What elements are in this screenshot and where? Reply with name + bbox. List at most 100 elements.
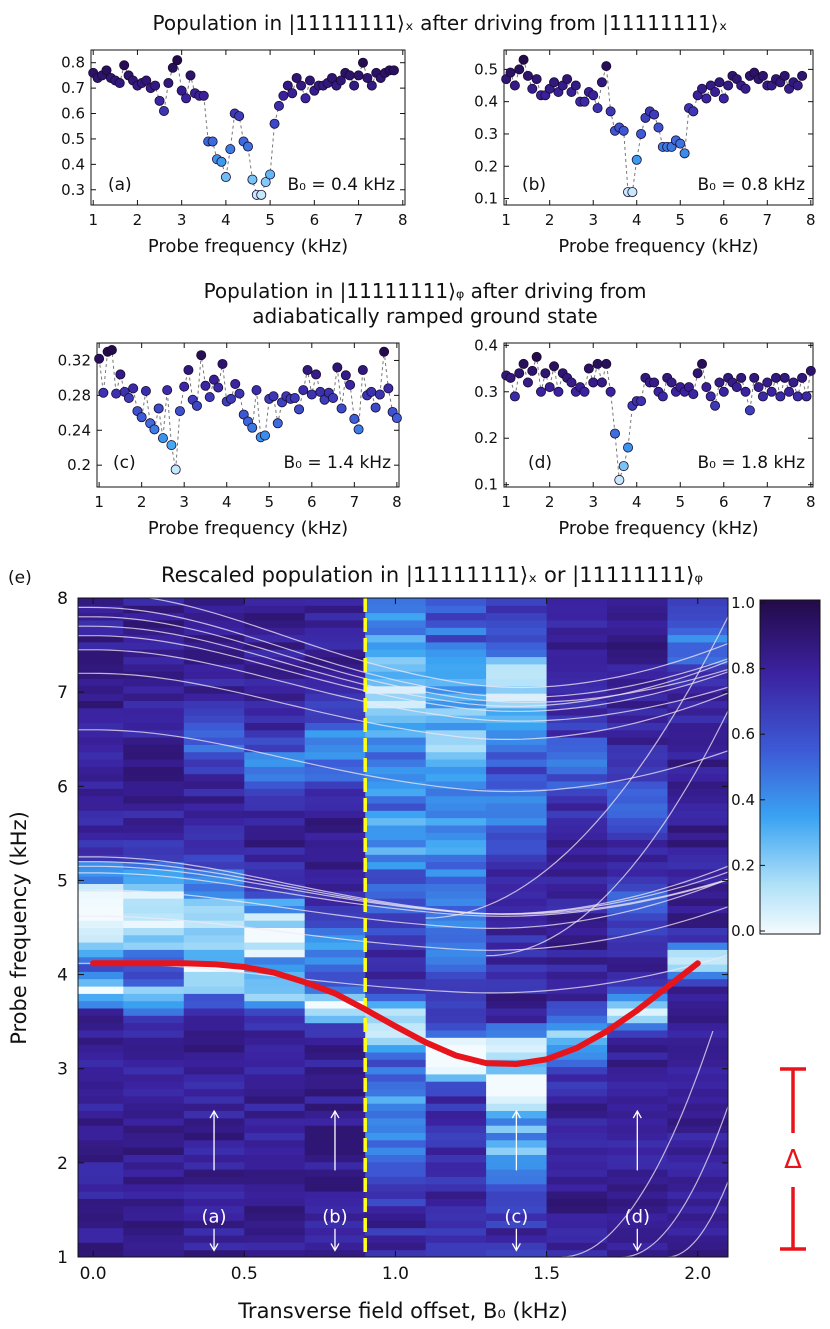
heatmap-cell <box>244 1227 306 1236</box>
data-point <box>801 391 812 402</box>
y-tick-label: 0.32 <box>58 351 91 369</box>
heatmap-cell <box>365 1015 427 1024</box>
data-point <box>788 377 799 388</box>
heatmap-cell <box>486 700 548 709</box>
heatmap-cell <box>183 1176 245 1185</box>
heatmap-cell <box>78 729 124 738</box>
heatmap-cell <box>486 671 548 679</box>
heatmap-cell <box>365 854 427 863</box>
heatmap-cell <box>546 861 608 870</box>
heatmap-cell <box>78 1066 124 1075</box>
heatmap-cell <box>183 737 245 745</box>
heatmap-cell <box>304 1022 366 1031</box>
heatmap-cell <box>546 773 608 782</box>
heatmap-cell <box>244 795 306 804</box>
heatmap-cell <box>365 1059 427 1068</box>
data-point <box>618 461 629 472</box>
heatmap-cell <box>425 1095 487 1104</box>
heatmap-cell <box>546 612 608 621</box>
heatmap-cell <box>304 627 366 636</box>
data-point <box>157 433 168 444</box>
heatmap-cell <box>304 1008 366 1016</box>
heatmap-cell <box>123 1015 185 1024</box>
heatmap-cell <box>78 707 124 716</box>
heatmap-cell <box>486 634 548 643</box>
heatmap-cell <box>78 1235 124 1243</box>
heatmap-cell <box>486 1220 548 1229</box>
heatmap-cell <box>183 905 245 914</box>
heatmap-cell <box>546 847 608 855</box>
heatmap-cell <box>78 1198 124 1207</box>
heatmap-cell <box>78 715 124 723</box>
heatmap-cell <box>546 825 608 833</box>
heatmap-cell <box>183 620 245 628</box>
heatmap-xlabel: Transverse field offset, B₀ (kHz) <box>237 1299 568 1323</box>
data-point <box>357 57 368 68</box>
heatmap-cell <box>546 1015 608 1024</box>
heatmap-cell <box>244 956 306 965</box>
heatmap-cell <box>78 1117 124 1126</box>
data-point <box>649 377 660 388</box>
guide-line <box>78 729 728 793</box>
heatmap-cell <box>425 905 487 914</box>
heatmap-cell <box>425 1205 487 1214</box>
heatmap-cell <box>183 744 245 753</box>
x-tick-label: 4 <box>222 493 232 511</box>
heatmap-cell <box>123 1154 185 1163</box>
heatmap-cell <box>183 612 245 621</box>
heatmap-cell <box>607 1088 669 1097</box>
heatmap-cell <box>183 678 245 687</box>
heatmap-cell <box>486 1030 548 1038</box>
heatmap-cell <box>546 1183 608 1192</box>
heatmap-cell <box>183 751 245 760</box>
heatmap-cell <box>304 883 366 892</box>
data-point <box>623 442 634 453</box>
heatmap-cell <box>304 788 366 797</box>
data-point <box>370 402 381 413</box>
heatmap-cell <box>667 905 728 914</box>
heatmap-cell <box>667 1066 728 1075</box>
marker-arrow-down-head <box>330 1243 340 1252</box>
heatmap-cell <box>486 934 548 943</box>
heatmap-cell <box>304 986 366 994</box>
heatmap-cell <box>123 634 185 643</box>
colorbar: 1.0 0.8 0.6 0.4 0.2 0.0 <box>731 594 821 940</box>
heatmap-cell <box>607 1198 669 1207</box>
data-point <box>792 80 803 91</box>
data-point <box>714 77 725 88</box>
heatmap-cell <box>183 766 245 775</box>
panel-a: 1 2 3 4 5 6 7 8 0.3 0.4 0.5 0.6 0.7 0.8 (a) B₀ = 0.4 kH… <box>61 49 408 257</box>
heatmap-cell <box>365 1000 427 1009</box>
heatmap-cell <box>607 678 669 687</box>
data-point <box>181 93 192 104</box>
y-tick-label: 6 <box>57 777 68 797</box>
heatmap-cell <box>425 1030 487 1038</box>
heatmap-cell <box>244 722 306 731</box>
heatmap-cell <box>244 803 306 811</box>
heatmap-cell <box>183 656 245 665</box>
heatmap-cell <box>667 978 728 987</box>
heatmap-cell <box>304 1213 366 1221</box>
heatmap-cell <box>123 883 185 892</box>
heatmap-cell <box>425 612 487 621</box>
heatmap-cell <box>365 847 427 855</box>
data-point <box>631 154 642 165</box>
heatmap-cell <box>183 722 245 731</box>
heatmap-cell <box>78 1154 124 1163</box>
data-point <box>282 80 293 91</box>
heatmap-cell <box>546 854 608 863</box>
marker-arrow-up-head <box>330 1109 340 1119</box>
data-point <box>260 177 271 188</box>
data-point <box>166 440 177 451</box>
heatmap-cell <box>667 1183 728 1192</box>
heatmap-cell <box>304 612 366 621</box>
data-point <box>345 379 356 390</box>
heatmap-cell <box>244 707 306 716</box>
heatmap-cell <box>123 839 185 848</box>
heatmap-cell <box>546 598 608 606</box>
heatmap-cell <box>244 620 306 628</box>
heatmap-cell <box>486 978 548 987</box>
heatmap-cell <box>78 817 124 826</box>
heatmap-cell <box>244 817 306 826</box>
data-point <box>797 70 808 81</box>
